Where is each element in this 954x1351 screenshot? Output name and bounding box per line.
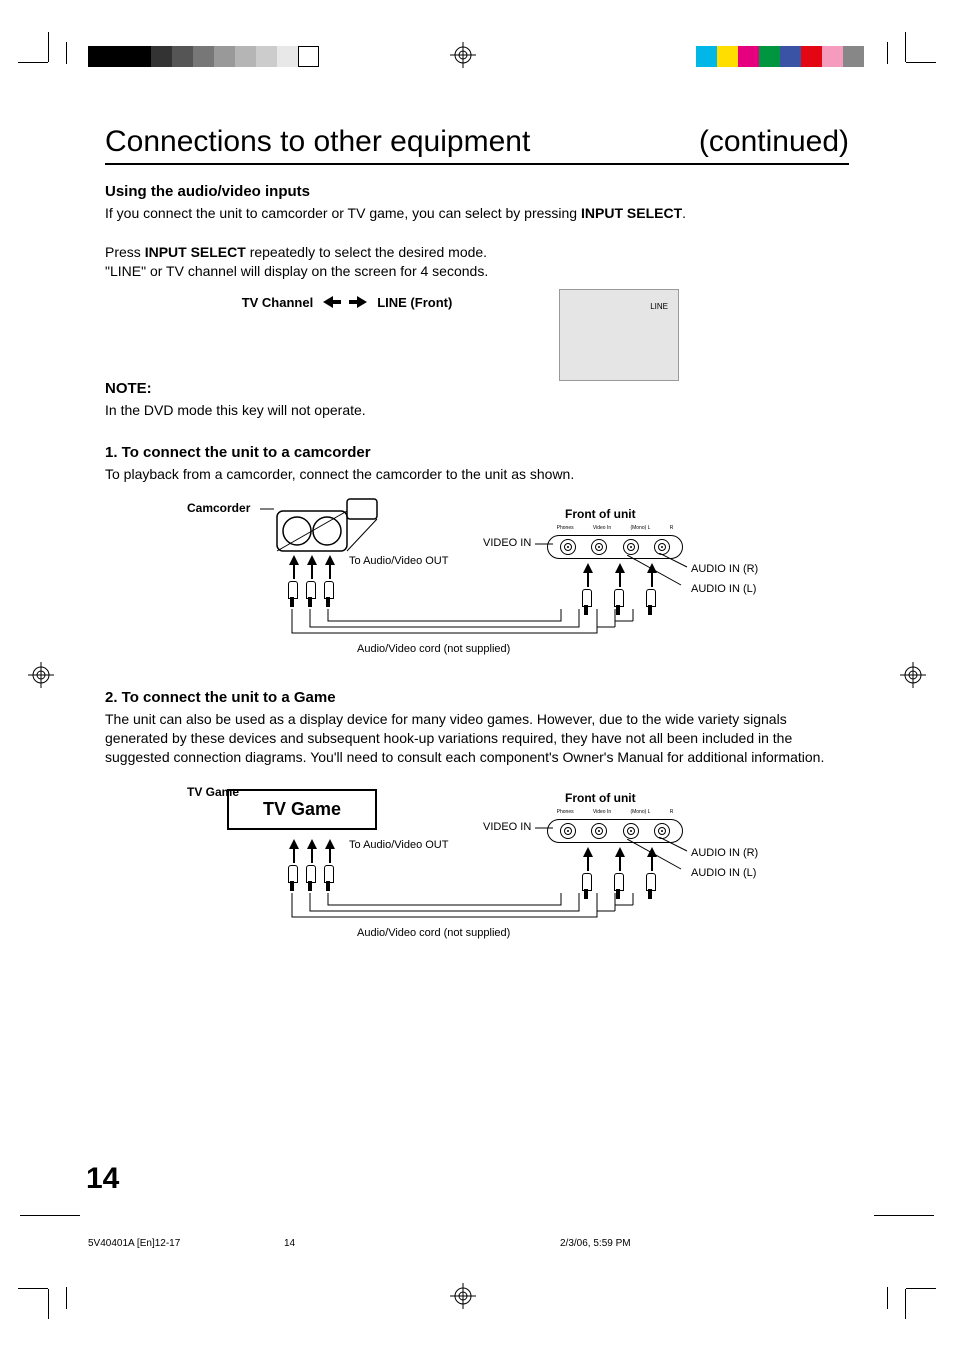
text-bold: INPUT SELECT <box>581 205 682 221</box>
section-heading: 2. To connect the unit to a Game <box>105 689 849 706</box>
footer-page: 14 <box>284 1238 295 1249</box>
screen-label: LINE <box>650 302 668 311</box>
note-block: NOTE: In the DVD mode this key will not … <box>105 380 849 420</box>
text: repeatedly to select the desired mode. <box>246 244 487 260</box>
page-content: Connections to other equipment (continue… <box>105 125 849 957</box>
mode-label-right: LINE (Front) <box>377 295 452 310</box>
crop-mark <box>905 1289 906 1319</box>
note-heading: NOTE: <box>105 380 849 397</box>
mode-label-left: TV Channel <box>242 295 314 310</box>
crop-mark <box>906 62 936 63</box>
page-number: 14 <box>86 1162 119 1196</box>
intro-text-2: Press INPUT SELECT repeatedly to select … <box>105 243 545 281</box>
footer-timestamp: 2/3/06, 5:59 PM <box>560 1238 631 1249</box>
grayscale-calibration-bar <box>88 46 319 67</box>
registration-mark-icon <box>450 1283 476 1309</box>
crop-mark <box>66 42 67 64</box>
registration-mark-icon <box>900 662 926 688</box>
crop-mark <box>48 32 49 62</box>
color-calibration-bar <box>696 46 864 67</box>
crop-mark <box>18 62 48 63</box>
section-camcorder: 1. To connect the unit to a camcorder To… <box>105 444 849 674</box>
double-arrow-icon <box>323 296 367 308</box>
registration-mark-icon <box>450 42 476 68</box>
text: Press <box>105 244 145 260</box>
connection-diagram-camcorder: Camcorder To Audio/Video OUT Audio/Video… <box>157 493 797 673</box>
section-game: 2. To connect the unit to a Game The uni… <box>105 689 849 957</box>
text: If you connect the unit to camcorder or … <box>105 205 581 221</box>
page-title-row: Connections to other equipment (continue… <box>105 125 849 165</box>
section-body: The unit can also be used as a display d… <box>105 710 849 767</box>
crop-mark <box>905 32 906 62</box>
registration-mark-icon <box>28 662 54 688</box>
note-body: In the DVD mode this key will not operat… <box>105 401 849 420</box>
section-heading: 1. To connect the unit to a camcorder <box>105 444 849 461</box>
section-body: To playback from a camcorder, connect th… <box>105 465 849 484</box>
text: "LINE" or TV channel will display on the… <box>105 263 488 279</box>
page-title: Connections to other equipment <box>105 125 530 159</box>
crop-mark <box>906 1288 936 1289</box>
crop-mark <box>48 1289 49 1319</box>
camcorder-icon <box>267 493 387 563</box>
section-heading: Using the audio/video inputs <box>105 183 849 200</box>
intro-text: If you connect the unit to camcorder or … <box>105 204 849 223</box>
footer-rule <box>874 1215 934 1216</box>
tv-screen-illustration: LINE <box>559 289 679 381</box>
connection-diagram-game: TV GameTV GameTo Audio/Video OUT Audio/V… <box>157 777 797 957</box>
text: . <box>682 205 686 221</box>
crop-mark <box>887 42 888 64</box>
footer-rule <box>20 1215 80 1216</box>
text-bold: INPUT SELECT <box>145 244 246 260</box>
page-title-continued: (continued) <box>699 125 849 159</box>
crop-mark <box>18 1288 48 1289</box>
crop-mark <box>66 1287 67 1309</box>
footer-doc-id: 5V40401A [En]12-17 <box>88 1238 180 1249</box>
crop-mark <box>887 1287 888 1309</box>
mode-indicator: TV Channel LINE (Front) <box>0 295 849 310</box>
